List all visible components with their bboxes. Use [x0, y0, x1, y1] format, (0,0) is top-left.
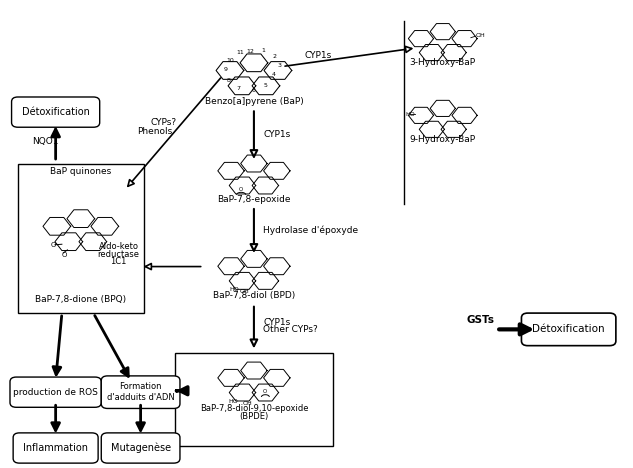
Text: BaP quinones: BaP quinones	[50, 167, 111, 176]
Text: Détoxification: Détoxification	[532, 324, 605, 334]
Text: reductase: reductase	[97, 249, 140, 258]
Text: 2: 2	[272, 54, 276, 59]
FancyBboxPatch shape	[101, 433, 180, 463]
Text: OH: OH	[240, 289, 249, 294]
Text: Benzo[a]pyrene (BaP): Benzo[a]pyrene (BaP)	[204, 97, 303, 106]
Text: 4: 4	[272, 73, 276, 77]
Text: 7: 7	[236, 86, 240, 91]
Text: HO: HO	[229, 287, 239, 292]
Text: O: O	[62, 252, 67, 258]
Text: NQO1: NQO1	[32, 138, 59, 146]
Text: 1: 1	[261, 48, 265, 53]
Text: BaP-7,8-epoxide: BaP-7,8-epoxide	[217, 195, 291, 204]
Text: (BPDE): (BPDE)	[239, 412, 268, 421]
Text: production de ROS: production de ROS	[13, 388, 98, 397]
Text: 3: 3	[277, 63, 281, 68]
Text: Phenols: Phenols	[137, 127, 173, 136]
Text: Inflammation: Inflammation	[23, 443, 88, 453]
Text: Hydrolase d'époxyde: Hydrolase d'époxyde	[263, 226, 358, 235]
Text: 9-Hydroxy-BaP: 9-Hydroxy-BaP	[410, 135, 476, 144]
Text: GSTs: GSTs	[467, 315, 494, 325]
Text: 11: 11	[236, 50, 244, 55]
FancyBboxPatch shape	[10, 377, 101, 407]
Text: BaP-7,8-diol (BPD): BaP-7,8-diol (BPD)	[213, 291, 295, 300]
Text: CYPs?: CYPs?	[150, 118, 176, 127]
Text: CYP1s: CYP1s	[263, 318, 291, 327]
Text: 10: 10	[227, 58, 234, 64]
Text: BaP-7,8-dione (BPQ): BaP-7,8-dione (BPQ)	[35, 295, 127, 304]
Text: Other CYPs?: Other CYPs?	[263, 325, 318, 334]
Text: O: O	[263, 388, 268, 394]
Text: Détoxification: Détoxification	[22, 107, 90, 117]
FancyBboxPatch shape	[11, 97, 99, 127]
Text: 1C1: 1C1	[110, 257, 127, 266]
Text: O: O	[51, 242, 56, 248]
Text: 6: 6	[252, 88, 256, 93]
Text: 3-Hydroxy-BaP: 3-Hydroxy-BaP	[410, 58, 476, 67]
FancyBboxPatch shape	[175, 352, 332, 446]
Text: Aldo-keto: Aldo-keto	[99, 242, 139, 251]
Text: 8: 8	[227, 78, 230, 83]
Text: OH: OH	[476, 33, 486, 38]
FancyBboxPatch shape	[13, 433, 98, 463]
Text: 5: 5	[263, 83, 267, 88]
FancyBboxPatch shape	[522, 313, 616, 346]
Bar	[18, 164, 144, 313]
Text: O: O	[239, 187, 243, 192]
Text: OH: OH	[242, 401, 252, 406]
Text: 12: 12	[247, 49, 254, 54]
Text: Mutagenèse: Mutagenèse	[111, 443, 171, 453]
Text: Formation
d'adduits d'ADN: Formation d'adduits d'ADN	[107, 382, 175, 402]
FancyBboxPatch shape	[101, 376, 180, 409]
Text: HO: HO	[228, 399, 237, 404]
Text: CYP1s: CYP1s	[304, 51, 332, 60]
Text: CYP1s: CYP1s	[263, 131, 291, 139]
Text: BaP-7,8-diol-9,10-epoxide: BaP-7,8-diol-9,10-epoxide	[199, 404, 308, 413]
Text: 9: 9	[223, 67, 228, 72]
Text: HO: HO	[406, 112, 416, 117]
